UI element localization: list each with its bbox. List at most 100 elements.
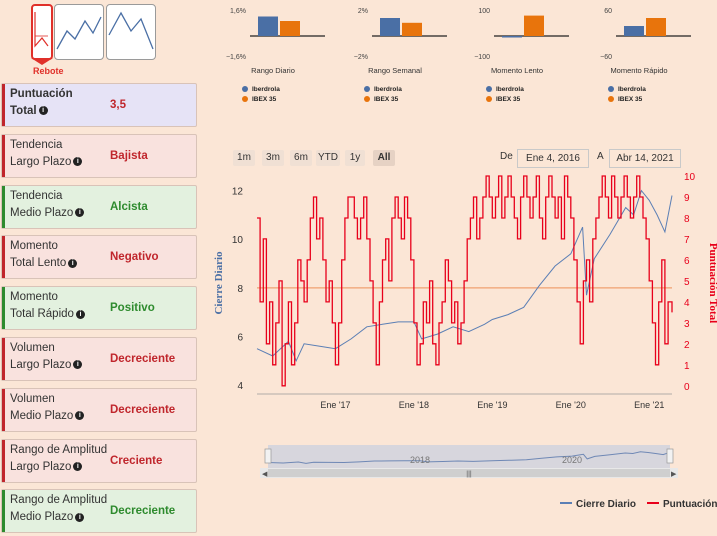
mini-bar-iberdrola xyxy=(502,36,522,38)
series-cierre-diario xyxy=(256,189,673,363)
score-card-4[interactable]: Momento Total Rápido i Positivo xyxy=(1,286,197,331)
legend-label: Iberdrola xyxy=(496,86,524,93)
y-left-tick: 12 xyxy=(232,187,244,198)
card-accent-bar xyxy=(2,388,5,431)
info-icon[interactable]: i xyxy=(75,411,85,421)
info-icon[interactable]: i xyxy=(68,258,78,268)
info-icon[interactable]: i xyxy=(73,360,83,370)
legend-label: IBEX 35 xyxy=(374,96,399,103)
card-value: Positivo xyxy=(110,302,155,315)
navigator-tick-label: 2020 xyxy=(562,455,582,465)
score-card-8[interactable]: Rango de Amplitud Medio Plazo i Decreciente xyxy=(1,489,197,534)
pattern-thumb-1[interactable] xyxy=(54,4,104,60)
info-icon[interactable]: i xyxy=(73,462,83,472)
info-icon[interactable]: i xyxy=(73,157,83,167)
score-card-5[interactable]: Volumen Largo Plazo i Decreciente xyxy=(1,337,197,381)
info-icon[interactable]: i xyxy=(75,512,85,522)
mini-legend-item: Iberdrola xyxy=(486,86,524,93)
scroll-left-icon[interactable]: ◀ xyxy=(262,471,268,478)
card-title-line2: Medio Plazo i xyxy=(10,207,85,219)
y-left-tick: 8 xyxy=(237,284,243,295)
mini-chart-0: 1,6% −1,6% Rango Diario Iberdrola IBEX 35 xyxy=(212,4,334,104)
x-tick-label: Ene '21 xyxy=(634,400,664,410)
range-button-1m[interactable]: 1m xyxy=(233,150,255,166)
score-card-6[interactable]: Volumen Medio Plazo i Decreciente xyxy=(1,387,197,432)
x-tick-label: Ene '17 xyxy=(320,400,350,410)
score-card-3[interactable]: Momento Total Lento i Negativo xyxy=(1,235,197,280)
mini-legend-item: IBEX 35 xyxy=(608,96,642,103)
mini-legend-item: Iberdrola xyxy=(242,86,280,93)
legend-label: Iberdrola xyxy=(618,86,646,93)
mini-top-tick: 100 xyxy=(478,8,490,15)
scroll-right-icon[interactable]: ▶ xyxy=(671,471,677,478)
y-right-axis-title: Puntuación Total xyxy=(707,243,717,323)
card-value: 3,5 xyxy=(110,99,126,111)
card-value: Decreciente xyxy=(110,505,176,518)
info-icon[interactable]: i xyxy=(38,106,48,116)
y-right-tick: 2 xyxy=(684,340,690,351)
card-accent-bar xyxy=(2,185,5,228)
range-button-all[interactable]: All xyxy=(373,150,395,166)
navigator-handle-left[interactable] xyxy=(264,448,272,464)
y-right-tick: 9 xyxy=(684,193,690,204)
card-accent-bar xyxy=(2,84,5,126)
navigator-tick-label: 2018 xyxy=(410,455,430,465)
card-accent-bar xyxy=(2,134,5,177)
mini-legend-item: IBEX 35 xyxy=(486,96,520,103)
card-accent-bar xyxy=(2,439,5,482)
legend-label: IBEX 35 xyxy=(496,96,521,103)
info-icon[interactable]: i xyxy=(75,309,85,319)
x-tick-label: Ene '20 xyxy=(556,400,586,410)
y-right-tick: 4 xyxy=(684,298,690,309)
legend-dot xyxy=(242,96,248,103)
card-title-line2-text: Largo Plazo xyxy=(10,460,72,473)
card-title-line2-text: Total Lento xyxy=(10,257,67,270)
card-title-line1: Puntuación xyxy=(10,88,73,100)
legend-item-label[interactable]: Cierre Diario xyxy=(576,499,636,510)
mini-bar-ibex xyxy=(280,21,300,36)
mini-bar-iberdrola xyxy=(258,16,278,36)
scrollbar-thumb[interactable] xyxy=(268,469,670,477)
range-button-6m[interactable]: 6m xyxy=(290,150,312,166)
mini-chart-1: 2% −2% Rango Semanal Iberdrola IBEX 35 xyxy=(334,4,456,104)
pattern-thumb-2[interactable] xyxy=(106,4,156,60)
mini-bar-iberdrola xyxy=(624,26,644,36)
date-to-input[interactable]: Abr 14, 2021 xyxy=(609,149,681,168)
card-title-line2-text: Medio Plazo xyxy=(10,409,74,422)
mini-bars xyxy=(372,18,447,37)
card-title-line2: Total Rápido i xyxy=(10,308,85,320)
range-button-1y[interactable]: 1y xyxy=(345,150,365,166)
card-title-line2: Largo Plazo i xyxy=(10,156,83,168)
navigator-series xyxy=(267,451,671,464)
x-tick-label: Ene '18 xyxy=(399,400,429,410)
card-accent-bar xyxy=(2,338,5,380)
pattern-trend-icon xyxy=(56,16,102,50)
y-right-tick: 1 xyxy=(684,361,690,372)
range-button-ytd[interactable]: YTD xyxy=(316,150,340,166)
mini-bar-ibex xyxy=(646,18,666,36)
card-title-line2: Medio Plazo i xyxy=(10,409,85,422)
card-title-line1: Tendencia xyxy=(10,189,63,202)
date-from-input[interactable]: Ene 4, 2016 xyxy=(517,149,589,168)
mini-bar-ibex xyxy=(402,22,422,36)
y-left-tick: 4 xyxy=(237,381,243,392)
legend-dot xyxy=(608,86,614,93)
card-title-line1: Rango de Amplitud xyxy=(10,494,108,507)
y-right-tick: 8 xyxy=(684,214,690,225)
info-icon[interactable]: i xyxy=(75,208,85,218)
score-card-7[interactable]: Rango de Amplitud Largo Plazo i Creciente xyxy=(1,438,197,483)
legend-item-label[interactable]: Puntuación xyxy=(663,499,717,510)
range-button-3m[interactable]: 3m xyxy=(262,150,284,166)
y-left-axis-title: Cierre Diario xyxy=(213,251,225,315)
score-card-0[interactable]: Puntuación Total i 3,5 xyxy=(1,83,197,127)
pattern-wave-icon xyxy=(108,11,154,50)
navigator-handle-right[interactable] xyxy=(666,448,674,464)
score-card-2[interactable]: Tendencia Medio Plazo i Alcista xyxy=(1,184,197,229)
card-value: Decreciente xyxy=(110,403,176,416)
score-card-1[interactable]: Tendencia Largo Plazo i Bajista xyxy=(1,133,197,178)
legend-dot xyxy=(486,86,492,93)
card-title-line2: Largo Plazo i xyxy=(10,359,83,371)
pattern-rebote[interactable] xyxy=(31,4,53,60)
navigator-window[interactable] xyxy=(268,445,670,468)
mini-bars xyxy=(250,16,325,37)
